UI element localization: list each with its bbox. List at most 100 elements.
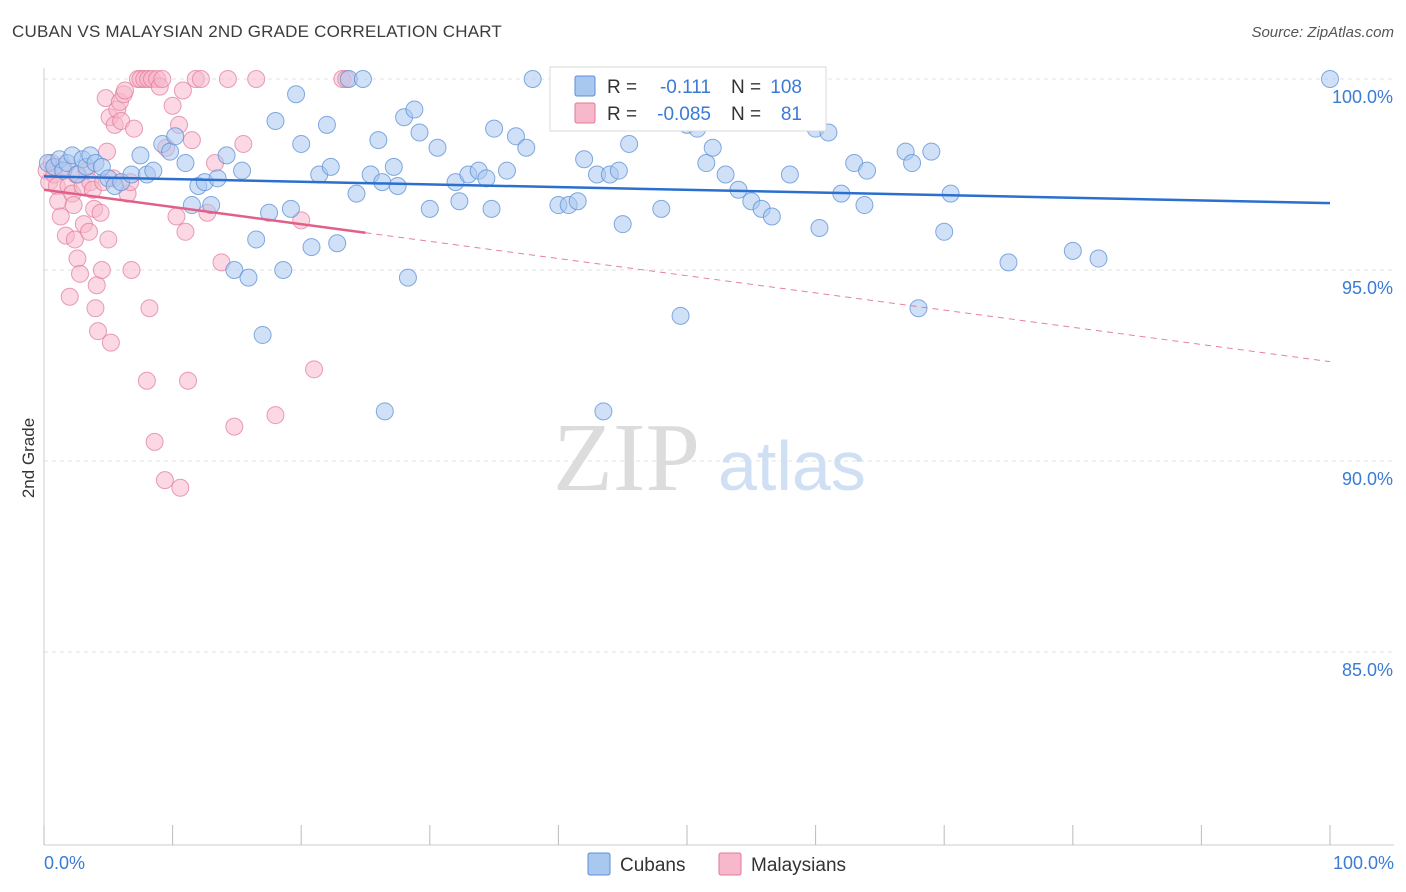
bottom-legend-label-cubans: Cubans [620, 855, 686, 876]
malaysians-point-28 [92, 261, 111, 279]
cubans-point-107 [1063, 241, 1082, 260]
cubans-point-47 [353, 70, 372, 88]
cubans-point-33 [253, 325, 272, 344]
malaysians-point-10 [60, 287, 79, 306]
cubans-point-32 [247, 230, 266, 249]
malaysians-trend-line [43, 188, 366, 234]
x-tick-label-min: 0.0% [44, 853, 85, 873]
malaysians-point-24 [86, 299, 105, 318]
cubans-point-79 [613, 215, 632, 234]
malaysians-point-51 [140, 299, 159, 318]
trend-lines [43, 175, 1331, 363]
cubans-point-39 [292, 134, 311, 153]
cubans-point-86 [703, 138, 722, 157]
malaysians-point-41 [116, 81, 135, 100]
cubans-point-103 [922, 142, 941, 161]
malaysians-point-34 [101, 333, 120, 352]
cubans-point-58 [420, 199, 439, 218]
x-tick-labels: 0.0% 100.0% [44, 853, 1394, 873]
malaysians-point-45 [125, 119, 144, 138]
malaysians-point-66 [182, 131, 201, 150]
malaysians-point-73 [225, 417, 244, 436]
cubans-point-104 [935, 222, 954, 241]
cubans-point-35 [266, 112, 285, 131]
cubans-point-59 [428, 138, 447, 157]
x-tick-label-max: 100.0% [1333, 853, 1394, 873]
cubans-point-69 [517, 138, 536, 157]
malaysians-point-65 [179, 371, 198, 390]
cubans-point-74 [575, 150, 594, 169]
cubans-point-40 [302, 238, 321, 257]
legend-swatch-malaysians [574, 102, 596, 124]
legend-box [549, 66, 827, 132]
cubans-point-67 [497, 161, 516, 180]
cubans-point-76 [594, 402, 613, 421]
legend-r-label-cubans: R = [607, 77, 637, 98]
malaysians-point-60 [167, 207, 186, 226]
y-axis-label: 2nd Grade [19, 418, 38, 498]
malaysians-point-44 [122, 261, 141, 279]
cubans-point-20 [161, 142, 180, 161]
cubans-point-46 [347, 184, 366, 203]
cubans-point-101 [903, 154, 922, 173]
malaysians-point-57 [155, 471, 174, 490]
cubans-point-26 [202, 196, 221, 215]
legend-r-value-malaysians: -0.085 [657, 104, 711, 125]
cubans-point-102 [909, 299, 928, 318]
cubans-point-27 [208, 169, 227, 188]
y-tick-label-0: 100.0% [1332, 87, 1393, 107]
legend-n-label-cubans: N = [731, 77, 761, 98]
malaysians-point-26 [89, 322, 108, 341]
y-tick-labels: 100.0% 95.0% 90.0% 85.0% [1332, 87, 1393, 680]
cubans-point-85 [697, 154, 716, 173]
legend-n-value-cubans: 108 [770, 77, 802, 98]
cubans-point-42 [317, 115, 336, 134]
malaysians-point-74 [234, 134, 253, 153]
chart-title: CUBAN VS MALAYSIAN 2ND GRADE CORRELATION… [12, 22, 503, 41]
cubans-point-18 [144, 161, 163, 180]
bottom-legend-swatch-malaysians [718, 852, 742, 876]
malaysians-point-63 [173, 81, 192, 100]
cubans-point-57 [410, 123, 429, 142]
malaysians-point-15 [68, 249, 87, 268]
cubans-point-30 [233, 161, 252, 180]
chart-source: Source: ZipAtlas.com [1251, 24, 1394, 41]
malaysians-trend-extension [365, 232, 1331, 363]
malaysians-point-76 [266, 406, 285, 425]
cubans-point-82 [671, 306, 690, 325]
cubans-point-21 [166, 127, 185, 146]
malaysians-point-56 [153, 70, 172, 88]
malaysians-point-53 [145, 432, 164, 451]
legend-r-label-malaysians: R = [607, 104, 637, 125]
malaysians-point-6 [51, 207, 70, 226]
cubans-point-16 [131, 146, 150, 165]
cubans-point-53 [388, 176, 407, 195]
y-tick-label-2: 90.0% [1342, 469, 1393, 489]
y-tick-label-1: 95.0% [1342, 278, 1393, 298]
cubans-point-44 [328, 234, 347, 253]
cubans-point-38 [287, 85, 306, 104]
cubans-point-28 [217, 146, 236, 165]
cubans-point-106 [999, 253, 1018, 272]
cubans-point-73 [568, 192, 587, 211]
cubans-point-15 [122, 165, 141, 184]
watermark-atlas: atlas [718, 427, 866, 505]
malaysians-point-49 [137, 371, 156, 390]
legend-swatch-cubans [574, 75, 596, 97]
cubans-point-109 [1321, 70, 1339, 88]
cubans-point-61 [450, 192, 469, 211]
cubans-point-31 [239, 268, 258, 287]
cubans-point-36 [274, 261, 293, 279]
cubans-point-81 [652, 199, 671, 218]
cubans-point-108 [1089, 249, 1108, 268]
axes [43, 68, 1394, 846]
cubans-point-99 [858, 161, 877, 180]
cubans-point-34 [260, 203, 279, 222]
cubans-point-70 [523, 70, 542, 88]
malaysians-point-68 [191, 70, 210, 88]
cubans-point-55 [398, 268, 417, 287]
cubans-point-80 [620, 134, 639, 153]
malaysians-point-64 [176, 222, 195, 241]
cubans-trend-line [43, 175, 1331, 205]
malaysians-point-59 [163, 96, 182, 115]
